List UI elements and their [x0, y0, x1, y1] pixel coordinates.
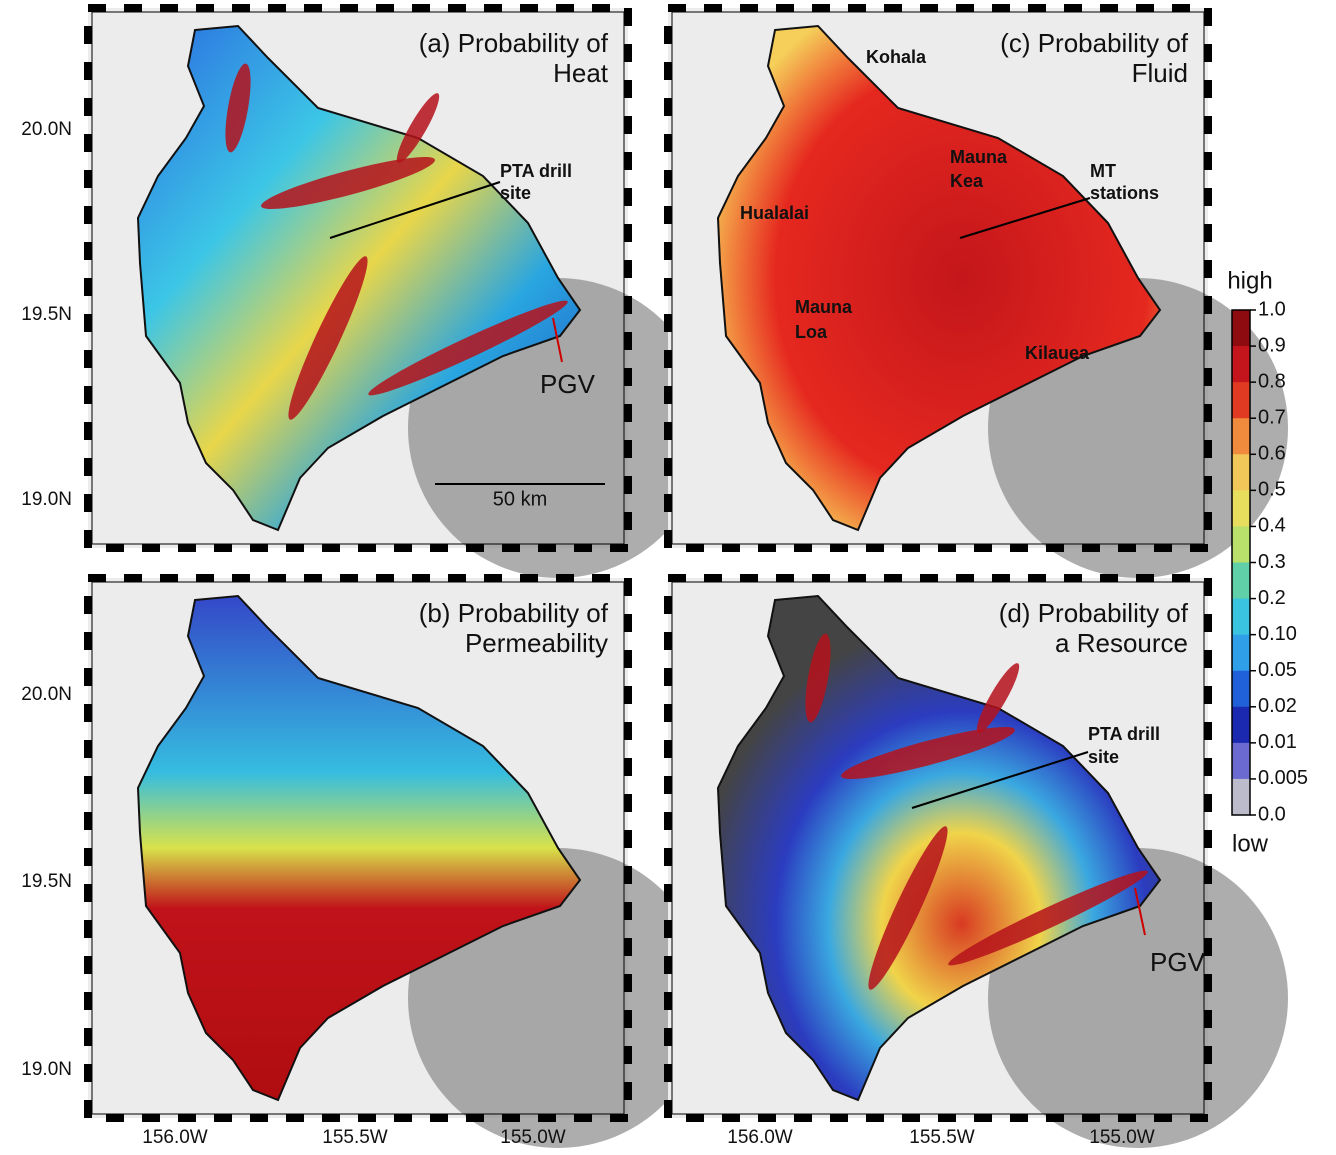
map-label: 0.5 — [1258, 479, 1286, 501]
map-label: 155.5W — [909, 1127, 975, 1148]
panel-title: (c) Probability of — [1000, 28, 1189, 58]
map-label: Kea — [950, 171, 984, 191]
map-label: 0.05 — [1258, 659, 1297, 681]
panel-title: (b) Probability of — [419, 598, 609, 628]
colorbar-segment — [1232, 346, 1250, 383]
colorbar-segment — [1232, 454, 1250, 491]
map-label: 0.7 — [1258, 406, 1286, 428]
map-label: 0.005 — [1258, 767, 1308, 789]
colorbar-segment — [1232, 743, 1250, 780]
colorbar-segment — [1232, 635, 1250, 672]
map-label: 19.5N — [21, 304, 72, 325]
map-label: 0.8 — [1258, 370, 1286, 392]
map-label: 19.0N — [21, 489, 72, 510]
map-label: MT — [1090, 161, 1116, 181]
map-label: 19.5N — [21, 871, 72, 892]
map-label: Kohala — [866, 47, 927, 67]
panel-title: (a) Probability of — [419, 28, 609, 58]
map-label: 156.0W — [727, 1127, 793, 1148]
map-label: 155.5W — [322, 1127, 388, 1148]
map-label: 20.0N — [21, 684, 72, 705]
map-label: site — [1088, 747, 1119, 767]
map-label: PGV — [1150, 947, 1206, 977]
panel-title: Permeability — [465, 628, 608, 658]
map-label: Loa — [795, 322, 828, 342]
map-label: Hualalai — [740, 203, 809, 223]
map-label: site — [500, 183, 531, 203]
map-label: 0.02 — [1258, 695, 1297, 717]
map-label: 0.6 — [1258, 443, 1286, 465]
map-label: PGV — [540, 369, 596, 399]
map-label: PTA drill — [1088, 724, 1160, 744]
colorbar-segment — [1232, 490, 1250, 527]
map-label: 19.0N — [21, 1059, 72, 1080]
map-label: 0.3 — [1258, 551, 1286, 573]
colorbar-segment — [1232, 382, 1250, 419]
panel-title: Heat — [553, 58, 609, 88]
map-label: Mauna — [950, 147, 1008, 167]
map-label: Mauna — [795, 297, 853, 317]
map-label: 0.10 — [1258, 623, 1297, 645]
colorbar-segment — [1232, 310, 1250, 347]
map-label: high — [1227, 267, 1272, 294]
map-label: 1.0 — [1258, 298, 1286, 320]
map-label: 50 km — [493, 488, 547, 510]
colorbar-segment — [1232, 526, 1250, 563]
colorbar-segment — [1232, 599, 1250, 636]
panel-title: a Resource — [1055, 628, 1188, 658]
map-label: Kilauea — [1025, 343, 1090, 363]
map-label: stations — [1090, 183, 1159, 203]
map-label: 155.0W — [1089, 1127, 1155, 1148]
panel-title: Fluid — [1132, 58, 1188, 88]
map-label: low — [1232, 830, 1269, 857]
map-label: PTA drill — [500, 161, 572, 181]
colorbar-segment — [1232, 779, 1250, 816]
map-label: 0.9 — [1258, 334, 1286, 356]
map-label: 0.0 — [1258, 803, 1286, 825]
colorbar-segment — [1232, 563, 1250, 600]
colorbar-segment — [1232, 418, 1250, 455]
map-panel: (d) Probability ofa Resource — [668, 578, 1288, 1148]
map-label: 155.0W — [500, 1127, 566, 1148]
colorbar-segment — [1232, 671, 1250, 708]
map-label: 156.0W — [142, 1127, 208, 1148]
map-label: 20.0N — [21, 119, 72, 140]
map-label: 0.01 — [1258, 731, 1297, 753]
figure: (a) Probability ofHeat(b) Probability of… — [0, 0, 1336, 1150]
colorbar-segment — [1232, 707, 1250, 744]
panel-title: (d) Probability of — [999, 598, 1189, 628]
map-label: 0.4 — [1258, 515, 1286, 537]
map-label: 0.2 — [1258, 587, 1286, 609]
